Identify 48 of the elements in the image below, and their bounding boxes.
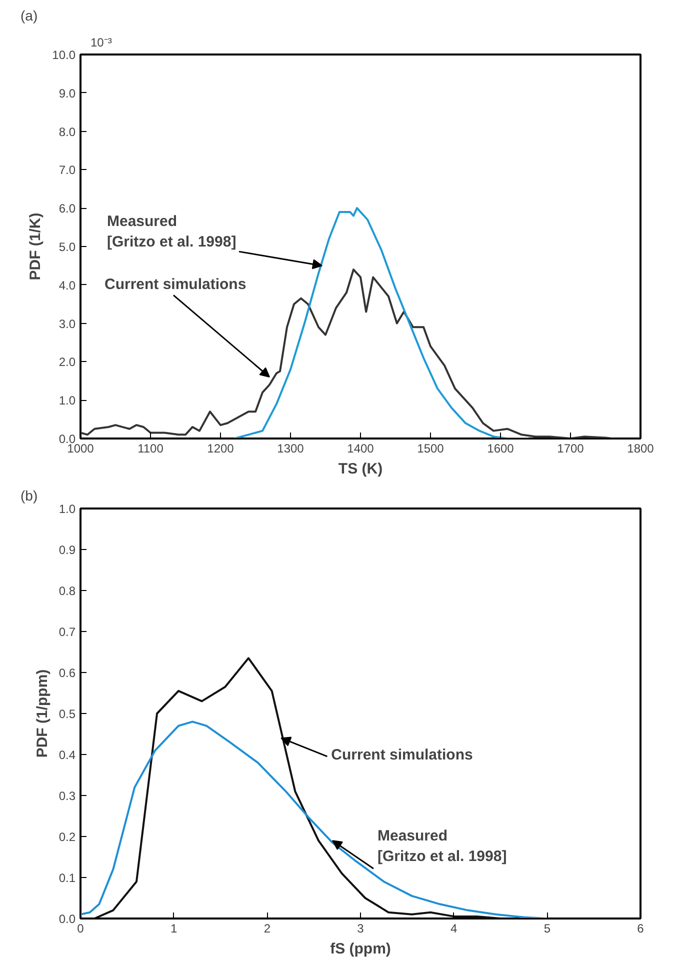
- y-tick-label: 7.0: [58, 163, 76, 178]
- x-tick-label: 1300: [277, 442, 304, 456]
- annotation: Current simulations: [104, 276, 246, 294]
- x-tick-label: 1800: [627, 442, 654, 456]
- x-tick-label: 4: [450, 922, 458, 936]
- x-tick-label: 1: [170, 922, 178, 936]
- y-tick-label: 6.0: [58, 202, 76, 216]
- y-tick-label: 10.0: [52, 48, 76, 62]
- y-tick-label: 0.6: [58, 666, 76, 680]
- y-tick-label: 0.7: [58, 625, 76, 639]
- annotation: Measured [Gritzo et al. 1998]: [107, 213, 236, 251]
- y-tick-label: 1.0: [58, 502, 76, 516]
- y-axis-title: PDF (1/K): [27, 212, 44, 280]
- x-tick-label: 3: [357, 922, 364, 936]
- y-tick-label: 0.5: [58, 707, 76, 721]
- chart-title: (b): [20, 488, 38, 504]
- x-axis-title: TS (K): [338, 460, 383, 478]
- y-tick-label: 0.1: [58, 871, 76, 885]
- annotation: Measured [Gritzo et al. 1998]: [378, 828, 507, 866]
- y-tick-label: 0.4: [58, 748, 76, 762]
- y-tick-label: 9.0: [58, 86, 76, 100]
- x-tick-label: 1000: [67, 442, 94, 456]
- y-tick-label: 0.0: [58, 912, 76, 926]
- y-tick-label: 2.0: [58, 355, 76, 370]
- x-tick-label: 6: [637, 922, 644, 936]
- x-tick-label: 1400: [347, 442, 374, 456]
- y-axis-title: PDF (1/ppm): [34, 669, 51, 758]
- text: 10⁻³: [90, 36, 112, 50]
- x-tick-label: 5: [544, 922, 551, 936]
- x-axis-title: fS (ppm): [330, 940, 391, 958]
- y-tick-label: 4.0: [58, 278, 76, 292]
- x-tick-label: 1500: [417, 442, 444, 456]
- y-tick-label: 0.2: [58, 830, 76, 844]
- y-tick-label: 8.0: [58, 124, 76, 139]
- x-tick-label: 2: [264, 922, 271, 936]
- y-tick-label: 5.0: [58, 240, 76, 254]
- x-tick-label: 1600: [487, 442, 514, 456]
- y-tick-label: 0.3: [58, 789, 76, 803]
- annotation: Current simulations: [331, 746, 473, 764]
- y-tick-label: 0.9: [58, 543, 76, 557]
- y-tick-label: 1.0: [58, 394, 76, 408]
- chart-title: (a): [20, 8, 38, 24]
- x-tick-label: 1700: [557, 442, 584, 456]
- x-tick-label: 1100: [138, 442, 164, 456]
- x-tick-label: 1200: [207, 442, 234, 456]
- x-tick-label: 0: [77, 922, 84, 936]
- y-tick-label: 3.0: [58, 316, 76, 331]
- y-tick-label: 0.8: [58, 584, 76, 598]
